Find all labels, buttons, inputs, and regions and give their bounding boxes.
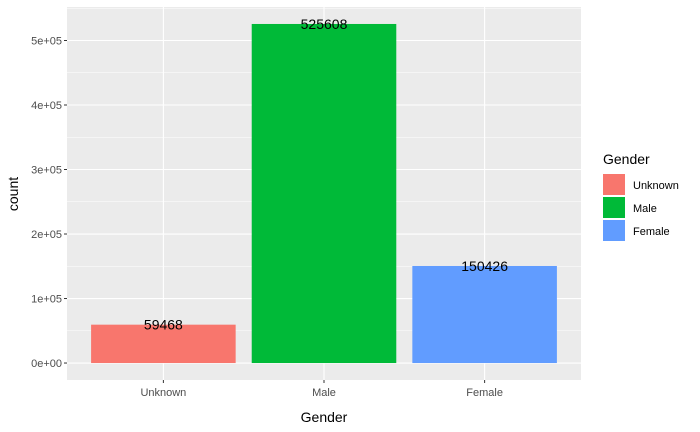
legend-label-unknown: Unknown bbox=[633, 180, 679, 192]
data-label-female: 150426 bbox=[461, 258, 508, 274]
y-axis-title: count bbox=[5, 177, 21, 211]
legend-label-female: Female bbox=[633, 226, 670, 238]
y-axis: 0e+00 1e+05 2e+05 3e+05 4e+05 5e+05 bbox=[31, 35, 67, 370]
data-labels-layer: 59468 525608 150426 bbox=[144, 16, 508, 333]
x-tick-label: Unknown bbox=[140, 387, 186, 399]
bar-female bbox=[412, 265, 557, 364]
y-tick-label: 1e+05 bbox=[31, 294, 62, 306]
x-tick-label: Female bbox=[466, 387, 503, 399]
x-tick-label: Male bbox=[312, 387, 336, 399]
y-tick-label: 5e+05 bbox=[31, 35, 62, 47]
x-axis: Unknown Male Female bbox=[140, 380, 503, 399]
y-tick-label: 2e+05 bbox=[31, 229, 62, 241]
legend-key-male bbox=[603, 197, 625, 218]
bars-layer bbox=[91, 23, 557, 364]
bar-male bbox=[251, 23, 397, 364]
data-label-male: 525608 bbox=[301, 16, 348, 32]
y-tick-label: 0e+00 bbox=[31, 358, 62, 370]
legend-key-unknown bbox=[603, 174, 625, 195]
legend-key-female bbox=[603, 220, 625, 241]
bar-unknown bbox=[91, 324, 236, 364]
legend-title: Gender bbox=[603, 151, 650, 167]
x-axis-title: Gender bbox=[301, 409, 348, 425]
legend: Gender Unknown Male Female bbox=[603, 151, 679, 241]
y-tick-label: 4e+05 bbox=[31, 100, 62, 112]
legend-label-male: Male bbox=[633, 203, 657, 215]
y-tick-label: 3e+05 bbox=[31, 165, 62, 177]
data-label-unknown: 59468 bbox=[144, 317, 183, 333]
